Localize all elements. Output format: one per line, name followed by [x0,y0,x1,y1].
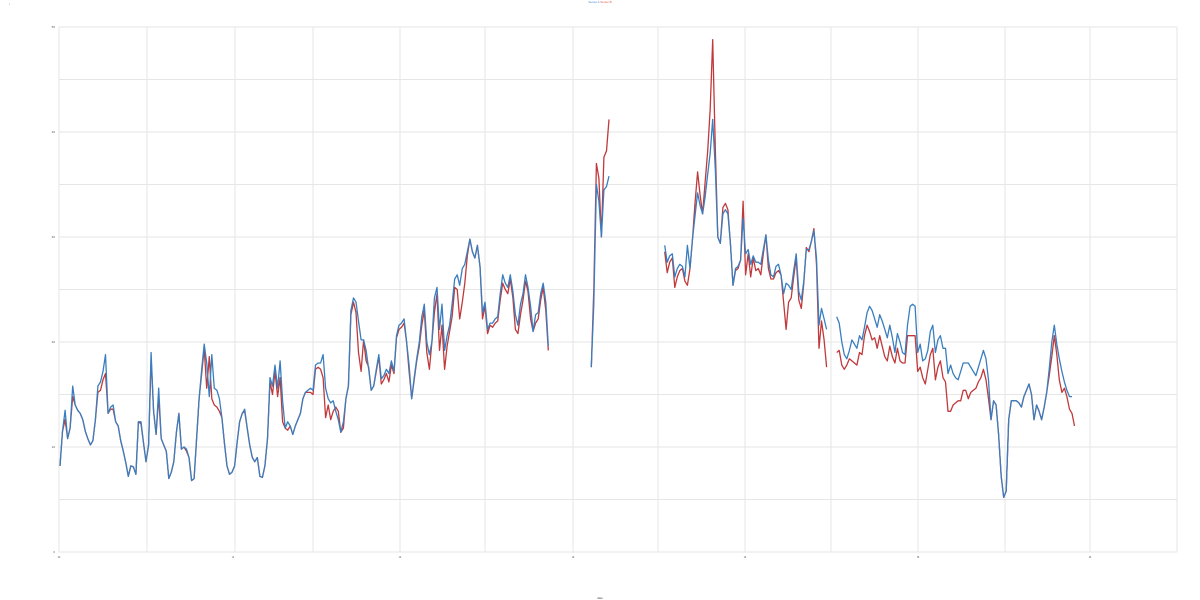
x-tick-label: t6 [1089,555,1092,559]
y-tick-label: 20 [52,340,56,344]
title-series-a: Series A [588,0,600,4]
x-tick-label: t5 [917,555,920,559]
x-axis-label: date [597,596,603,600]
x-tick-label: t4 [744,555,747,559]
corner-mark: ▪ [9,2,11,6]
x-tick-label: t0 [58,555,61,559]
axes: 0 10 20 30 40 50 t0 t1 t2 t3 t4 t5 t6 [52,25,1092,559]
series-line-b [59,38,1076,499]
gridlines [58,26,1178,553]
x-tick-label: t2 [399,555,402,559]
x-tick-label: t3 [572,555,575,559]
y-tick-label: 30 [52,235,56,239]
y-tick-label: 0 [53,550,55,554]
series-line-a [59,118,1072,499]
y-tick-label: 50 [52,25,56,29]
x-tick-label: t1 [232,555,235,559]
title-series-b: Series B [600,0,612,4]
chart-title: Series A Series B [0,0,1200,4]
y-tick-label: 10 [52,445,56,449]
y-tick-label: 40 [52,130,56,134]
series-lines [59,38,1076,499]
